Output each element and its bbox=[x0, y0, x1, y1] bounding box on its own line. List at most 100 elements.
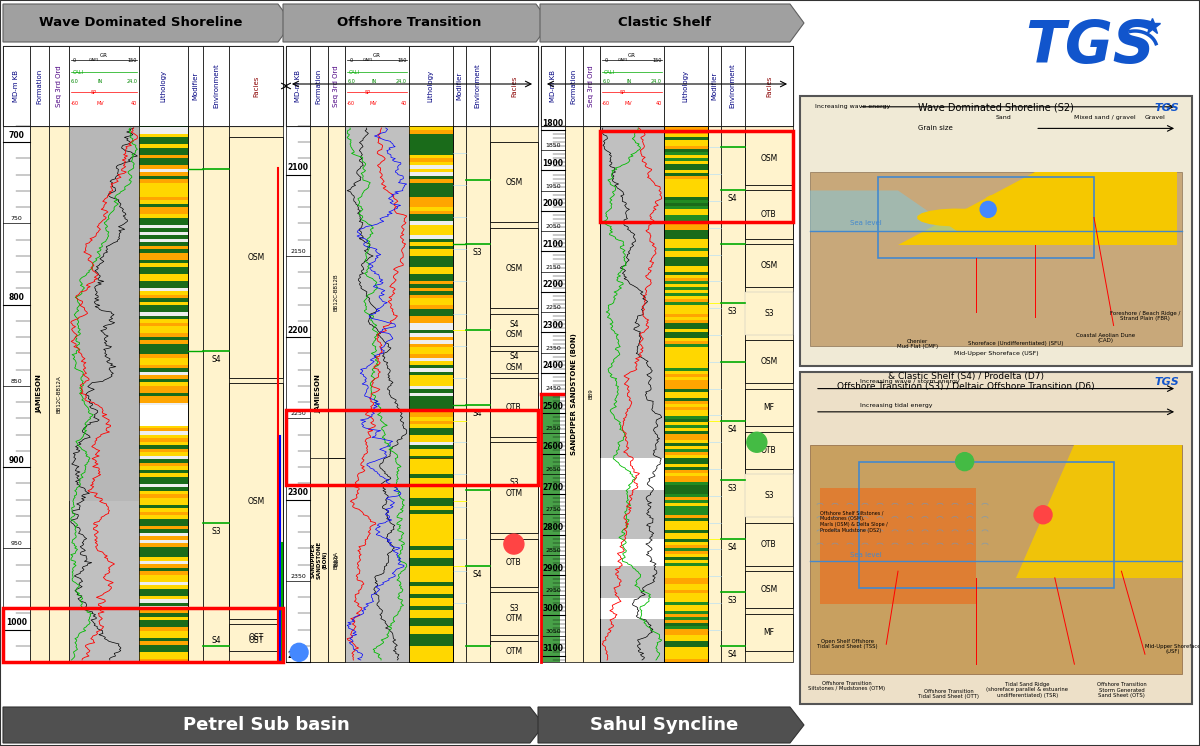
Bar bbox=[409, 304, 452, 309]
Bar bbox=[409, 619, 452, 624]
Text: Sahul Syncline: Sahul Syncline bbox=[590, 716, 738, 734]
Bar bbox=[409, 525, 452, 529]
Bar bbox=[664, 125, 708, 127]
Bar bbox=[664, 166, 708, 170]
Bar bbox=[409, 513, 452, 518]
Bar bbox=[409, 441, 452, 445]
Bar bbox=[409, 637, 452, 641]
Bar bbox=[664, 325, 708, 329]
Bar bbox=[664, 242, 708, 245]
Text: Petrel Sub basin: Petrel Sub basin bbox=[184, 716, 350, 734]
Bar bbox=[409, 550, 452, 554]
Bar bbox=[409, 545, 452, 550]
Bar bbox=[664, 381, 708, 386]
Bar bbox=[139, 592, 188, 595]
Bar bbox=[409, 319, 452, 322]
Text: Increasing wave energy: Increasing wave energy bbox=[815, 104, 890, 110]
Polygon shape bbox=[820, 488, 977, 604]
Bar bbox=[600, 46, 664, 126]
Circle shape bbox=[290, 643, 308, 661]
Text: 1850: 1850 bbox=[545, 143, 560, 148]
Bar bbox=[664, 130, 708, 134]
Text: Facies: Facies bbox=[511, 75, 517, 97]
Bar bbox=[409, 476, 452, 480]
Text: 2050: 2050 bbox=[545, 225, 560, 229]
Bar bbox=[139, 196, 188, 200]
Bar bbox=[409, 518, 452, 522]
Bar bbox=[139, 507, 188, 512]
Text: 24.0: 24.0 bbox=[650, 78, 661, 84]
Bar bbox=[139, 199, 188, 204]
Bar bbox=[68, 126, 139, 662]
Bar bbox=[409, 224, 452, 228]
Bar bbox=[664, 292, 708, 296]
Bar bbox=[409, 504, 452, 508]
Bar bbox=[409, 238, 452, 242]
Bar bbox=[409, 217, 452, 221]
Text: SP: SP bbox=[619, 90, 625, 95]
Bar bbox=[664, 497, 708, 501]
Bar bbox=[664, 486, 708, 491]
Bar bbox=[409, 506, 452, 510]
Bar bbox=[139, 427, 188, 431]
Bar bbox=[409, 151, 452, 154]
Bar bbox=[139, 221, 188, 225]
Bar bbox=[139, 648, 188, 651]
Text: Offshore Transition
Siltstones / Mudstones (OTM): Offshore Transition Siltstones / Mudston… bbox=[809, 680, 886, 692]
Bar bbox=[409, 648, 452, 651]
Bar bbox=[409, 521, 452, 525]
Bar bbox=[49, 126, 68, 662]
Bar bbox=[664, 410, 708, 413]
Bar bbox=[409, 633, 452, 638]
Bar bbox=[409, 609, 452, 614]
Bar bbox=[664, 178, 708, 183]
Bar bbox=[664, 530, 708, 533]
Bar bbox=[664, 609, 708, 613]
Bar bbox=[664, 627, 708, 630]
Text: S4: S4 bbox=[473, 569, 482, 578]
Bar bbox=[664, 224, 708, 228]
Bar bbox=[664, 635, 708, 638]
Bar bbox=[409, 199, 452, 204]
Bar bbox=[664, 140, 708, 143]
Text: Increasing wave / storm energy: Increasing wave / storm energy bbox=[860, 380, 960, 384]
Bar bbox=[139, 217, 188, 221]
Text: S4
OSM: S4 OSM bbox=[505, 320, 522, 339]
Bar bbox=[664, 192, 708, 196]
Bar bbox=[664, 215, 708, 218]
Bar bbox=[139, 521, 188, 525]
Bar bbox=[664, 490, 708, 494]
Polygon shape bbox=[810, 445, 1182, 674]
Bar bbox=[664, 260, 708, 263]
Bar bbox=[286, 46, 538, 126]
Text: OTM: OTM bbox=[505, 647, 522, 656]
Bar bbox=[409, 595, 452, 599]
Bar bbox=[409, 507, 452, 512]
Bar bbox=[139, 269, 188, 274]
Bar bbox=[565, 126, 583, 662]
Bar bbox=[409, 420, 452, 424]
Bar bbox=[139, 130, 188, 134]
Bar bbox=[409, 210, 452, 214]
Bar bbox=[664, 322, 708, 326]
Bar bbox=[409, 368, 452, 372]
Bar bbox=[664, 289, 708, 293]
Bar bbox=[664, 542, 708, 547]
Bar bbox=[600, 131, 793, 222]
Bar bbox=[139, 567, 188, 571]
Text: Chenier
Mud Flat (CMF): Chenier Mud Flat (CMF) bbox=[898, 339, 938, 349]
Bar bbox=[664, 350, 708, 354]
Bar bbox=[664, 354, 708, 357]
Text: MF: MF bbox=[763, 403, 774, 412]
Bar bbox=[664, 601, 708, 605]
Bar bbox=[139, 374, 188, 378]
Bar bbox=[664, 598, 708, 602]
Bar bbox=[409, 574, 452, 578]
Bar bbox=[664, 539, 708, 543]
Bar bbox=[139, 410, 188, 413]
Bar bbox=[664, 224, 708, 227]
Bar bbox=[139, 294, 188, 298]
Bar bbox=[139, 224, 188, 228]
Bar bbox=[541, 126, 565, 662]
Bar bbox=[409, 521, 452, 526]
